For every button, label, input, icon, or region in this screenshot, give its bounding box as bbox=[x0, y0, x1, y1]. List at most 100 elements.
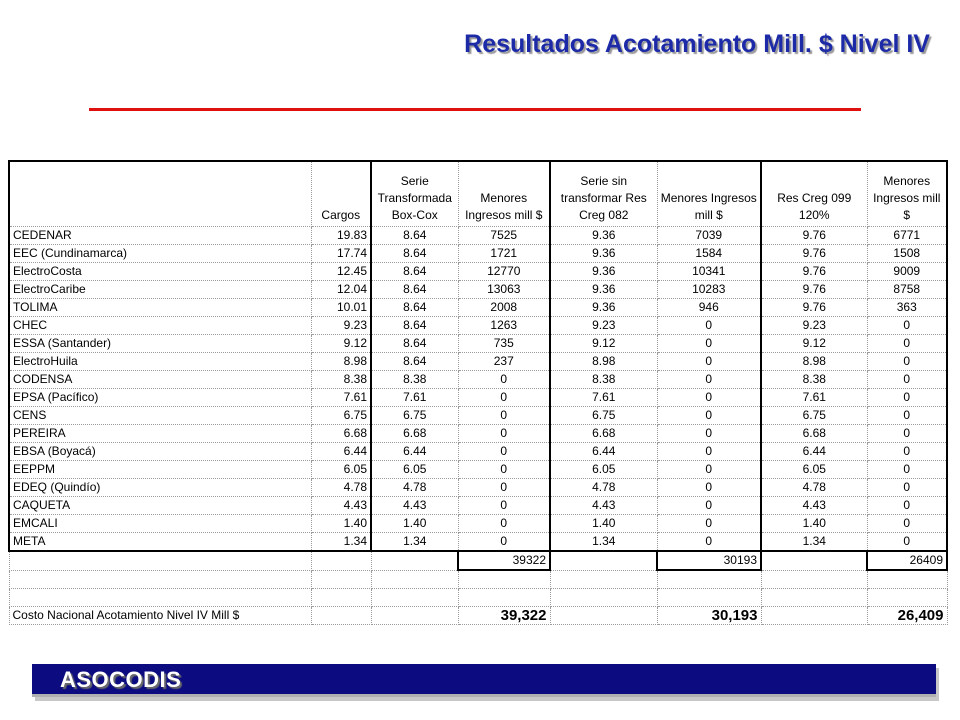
cargos-value: 12.04 bbox=[310, 280, 372, 299]
cargos-value: 17.74 bbox=[310, 244, 372, 263]
table-row: META 1.34 1.34 0 1.34 0 1.34 0 bbox=[8, 532, 948, 552]
menores-ingresos-3-value: 0 bbox=[866, 442, 948, 461]
menores-ingresos-3-value: 0 bbox=[866, 532, 948, 552]
company-name: EDEQ (Quindío) bbox=[8, 478, 312, 497]
header-box-cox: Serie Transformada Box-Cox bbox=[370, 160, 459, 227]
box-cox-value: 8.38 bbox=[370, 370, 459, 389]
cargos-value: 12.45 bbox=[310, 262, 372, 281]
header-serie-sin-transformar: Serie sin transformar Res Creg 082 bbox=[549, 160, 658, 227]
menores-ingresos-2-value: 0 bbox=[656, 532, 762, 552]
menores-ingresos-3-value: 0 bbox=[866, 334, 948, 353]
cargos-value: 6.05 bbox=[310, 460, 372, 479]
total-menores-ingresos-3: 26,409 bbox=[866, 606, 948, 625]
res-creg-099-value: 9.76 bbox=[760, 298, 868, 317]
empty-cell bbox=[549, 569, 658, 589]
company-name: EMCALI bbox=[8, 514, 312, 533]
header-res-creg-099: Res Creg 099 120% bbox=[760, 160, 868, 227]
total-menores-ingresos-2: 30,193 bbox=[656, 606, 762, 625]
serie-sin-transformar-value: 9.36 bbox=[549, 298, 658, 317]
menores-ingresos-1-value: 0 bbox=[457, 460, 551, 479]
results-table: Cargos Serie Transformada Box-Cox Menore… bbox=[8, 160, 948, 625]
menores-ingresos-3-value: 0 bbox=[866, 478, 948, 497]
total-menores-ingresos-1: 39,322 bbox=[457, 606, 551, 625]
serie-sin-transformar-value: 4.43 bbox=[549, 496, 658, 515]
company-name: ElectroCaribe bbox=[8, 280, 312, 299]
box-cox-value: 8.64 bbox=[370, 352, 459, 371]
menores-ingresos-2-value: 0 bbox=[656, 334, 762, 353]
header-cargos: Cargos bbox=[310, 160, 372, 227]
company-name: ESSA (Santander) bbox=[8, 334, 312, 353]
table-row: ElectroHuila 8.98 8.64 237 8.98 0 8.98 0 bbox=[8, 352, 948, 371]
res-creg-099-value: 1.34 bbox=[760, 532, 868, 552]
empty-cell bbox=[866, 588, 948, 607]
cargos-value: 1.40 bbox=[310, 514, 372, 533]
box-cox-value: 7.61 bbox=[370, 388, 459, 407]
menores-ingresos-3-value: 0 bbox=[866, 406, 948, 425]
company-name: META bbox=[8, 532, 312, 552]
page-title: Resultados Acotamiento Mill. $ Nivel IV bbox=[464, 30, 930, 58]
sum-empty-res bbox=[760, 550, 868, 571]
title-underline bbox=[89, 108, 861, 111]
box-cox-value: 8.64 bbox=[370, 244, 459, 263]
menores-ingresos-2-value: 7039 bbox=[656, 226, 762, 245]
header-name bbox=[8, 160, 312, 227]
table-row: EBSA (Boyacá) 6.44 6.44 0 6.44 0 6.44 0 bbox=[8, 442, 948, 461]
empty-cell bbox=[370, 569, 459, 589]
menores-ingresos-2-value: 946 bbox=[656, 298, 762, 317]
empty-row bbox=[8, 569, 948, 589]
empty-cell bbox=[310, 569, 372, 589]
table-row: ElectroCosta 12.45 8.64 12770 9.36 10341 9.76 9… bbox=[8, 262, 948, 281]
box-cox-value: 1.34 bbox=[370, 532, 459, 552]
company-name: EEPPM bbox=[8, 460, 312, 479]
cargos-value: 7.61 bbox=[310, 388, 372, 407]
empty-cell bbox=[656, 588, 762, 607]
menores-ingresos-1-value: 735 bbox=[457, 334, 551, 353]
res-creg-099-value: 6.44 bbox=[760, 442, 868, 461]
table-row: EEC (Cundinamarca) 17.74 8.64 1721 9.36 1584 9… bbox=[8, 244, 948, 263]
menores-ingresos-3-value: 0 bbox=[866, 460, 948, 479]
sum-empty-cargos bbox=[310, 550, 372, 571]
table-row: EMCALI 1.40 1.40 0 1.40 0 1.40 0 bbox=[8, 514, 948, 533]
menores-ingresos-1-value: 0 bbox=[457, 478, 551, 497]
menores-ingresos-1-value: 12770 bbox=[457, 262, 551, 281]
box-cox-value: 6.05 bbox=[370, 460, 459, 479]
cargos-value: 8.38 bbox=[310, 370, 372, 389]
menores-ingresos-2-value: 0 bbox=[656, 316, 762, 335]
cargos-value: 1.34 bbox=[310, 532, 372, 552]
total-empty-serie bbox=[549, 606, 658, 625]
res-creg-099-value: 9.76 bbox=[760, 280, 868, 299]
res-creg-099-value: 1.40 bbox=[760, 514, 868, 533]
box-cox-value: 8.64 bbox=[370, 298, 459, 317]
empty-cell bbox=[457, 588, 551, 607]
empty-cell bbox=[866, 569, 948, 589]
menores-ingresos-3-value: 1508 bbox=[866, 244, 948, 263]
menores-ingresos-3-value: 6771 bbox=[866, 226, 948, 245]
results-table-container: Cargos Serie Transformada Box-Cox Menore… bbox=[8, 160, 948, 625]
company-name: CODENSA bbox=[8, 370, 312, 389]
serie-sin-transformar-value: 6.68 bbox=[549, 424, 658, 443]
serie-sin-transformar-value: 9.12 bbox=[549, 334, 658, 353]
box-cox-value: 8.64 bbox=[370, 262, 459, 281]
company-name: CAQUETA bbox=[8, 496, 312, 515]
cargos-value: 8.98 bbox=[310, 352, 372, 371]
total-empty-cargos bbox=[310, 606, 372, 625]
menores-ingresos-2-value: 0 bbox=[656, 352, 762, 371]
res-creg-099-value: 9.76 bbox=[760, 244, 868, 263]
menores-ingresos-2-value: 0 bbox=[656, 424, 762, 443]
table-row: ElectroCaribe 12.04 8.64 13063 9.36 10283 9.76… bbox=[8, 280, 948, 299]
cargos-value: 9.12 bbox=[310, 334, 372, 353]
menores-ingresos-2-value: 10283 bbox=[656, 280, 762, 299]
total-label: Costo Nacional Acotamiento Nivel IV Mill… bbox=[8, 606, 312, 625]
cargos-value: 6.75 bbox=[310, 406, 372, 425]
menores-ingresos-1-value: 0 bbox=[457, 370, 551, 389]
table-row: TOLIMA 10.01 8.64 2008 9.36 946 9.76 363 bbox=[8, 298, 948, 317]
menores-ingresos-3-value: 0 bbox=[866, 424, 948, 443]
serie-sin-transformar-value: 8.38 bbox=[549, 370, 658, 389]
menores-ingresos-1-value: 0 bbox=[457, 406, 551, 425]
menores-ingresos-2-value: 1584 bbox=[656, 244, 762, 263]
empty-cell bbox=[457, 569, 551, 589]
company-name: CEDENAR bbox=[8, 226, 312, 245]
box-cox-value: 4.43 bbox=[370, 496, 459, 515]
table-row: CENS 6.75 6.75 0 6.75 0 6.75 0 bbox=[8, 406, 948, 425]
res-creg-099-value: 9.76 bbox=[760, 226, 868, 245]
